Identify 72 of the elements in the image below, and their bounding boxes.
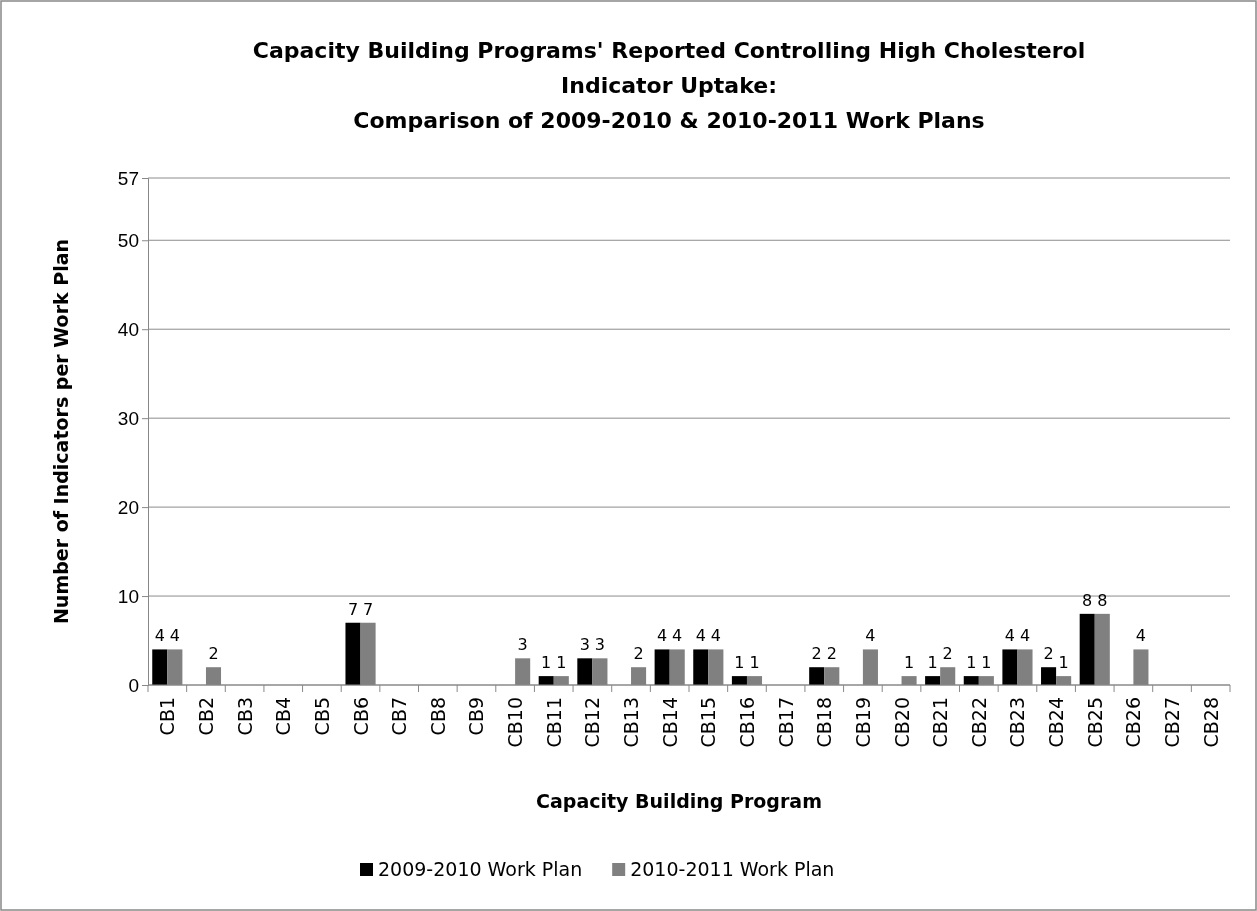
data-label: 2 xyxy=(942,644,953,664)
x-tick-label: CB10 xyxy=(504,697,527,748)
x-tick-label: CB17 xyxy=(774,697,797,748)
data-label: 3 xyxy=(579,635,590,655)
data-label: 1 xyxy=(903,653,915,673)
data-label: 4 xyxy=(1135,626,1147,646)
y-tick-label: 40 xyxy=(117,318,139,340)
data-label: 3 xyxy=(517,635,528,655)
x-tick-label: CB24 xyxy=(1045,697,1068,748)
data-label: 2 xyxy=(1043,644,1054,664)
data-label: 1 xyxy=(981,653,992,673)
x-tick-label: CB27 xyxy=(1161,697,1184,748)
x-tick-label: CB21 xyxy=(929,697,952,748)
y-axis-title: Number of Indicators per Work Plan xyxy=(50,238,72,625)
data-label: 4 xyxy=(672,626,683,646)
data-label: 1 xyxy=(541,653,552,673)
data-label: 4 xyxy=(710,626,721,646)
data-label: 1 xyxy=(734,653,745,673)
x-tick-label: CB14 xyxy=(658,697,681,748)
y-tick-label: 10 xyxy=(117,585,139,607)
data-label: 3 xyxy=(594,635,606,655)
data-label: 1 xyxy=(749,653,760,673)
y-tick-label: 57 xyxy=(117,167,139,189)
x-tick-label: CB6 xyxy=(349,697,372,736)
x-tick-label: CB8 xyxy=(426,697,449,736)
data-label: 1 xyxy=(556,653,567,673)
x-tick-label: CB1 xyxy=(156,697,179,736)
data-label: 4 xyxy=(1004,626,1016,646)
data-label: 1 xyxy=(927,653,938,673)
x-tick-label: CB19 xyxy=(851,697,874,748)
data-label: 4 xyxy=(657,626,668,646)
chart-title: Capacity Building Programs' Reported Controlling High Cholesterol Indicator Uptake: Comparison of 2009-2010 & 2010-2011 Work Plans xyxy=(252,38,1086,133)
x-axis-title: Capacity Building Program xyxy=(536,790,822,812)
x-tick-label: CB12 xyxy=(581,697,604,748)
x-tick-label: CB11 xyxy=(542,697,565,748)
data-label: 4 xyxy=(865,626,876,646)
legend-label: 2009-2010 Work Plan xyxy=(378,858,583,880)
x-tick-label: CB22 xyxy=(967,697,990,748)
data-label: 2 xyxy=(811,644,822,664)
x-tick-label: CB18 xyxy=(813,697,836,748)
data-label: 4 xyxy=(154,626,165,646)
y-tick-label: 50 xyxy=(117,229,139,251)
x-tick-label: CB23 xyxy=(1006,697,1029,748)
x-tick-label: CB25 xyxy=(1083,697,1106,748)
x-tick-label: CB13 xyxy=(620,697,643,748)
data-label: 4 xyxy=(695,626,706,646)
data-label: 8 xyxy=(1097,590,1108,610)
x-tick-label: CB4 xyxy=(272,697,295,736)
data-label: 8 xyxy=(1082,590,1093,610)
x-tick-label: CB9 xyxy=(465,697,488,736)
x-tick-label: CB26 xyxy=(1122,697,1145,748)
data-label: 2 xyxy=(633,644,644,664)
x-tick-label: CB3 xyxy=(233,697,256,736)
x-tick-label: CB28 xyxy=(1199,697,1222,748)
data-label: 4 xyxy=(1019,626,1031,646)
data-label: 7 xyxy=(362,599,374,619)
x-tick-label: CB15 xyxy=(697,697,720,748)
x-tick-label: CB5 xyxy=(310,697,333,736)
data-label: 2 xyxy=(208,644,219,664)
y-tick-label: 20 xyxy=(117,496,139,518)
data-label: 2 xyxy=(826,644,837,664)
data-label: 1 xyxy=(1058,653,1069,673)
data-label: 7 xyxy=(347,599,359,619)
data-label: 1 xyxy=(966,653,977,673)
legend-label: 2010-2011 Work Plan xyxy=(630,858,835,880)
y-tick-label: 30 xyxy=(117,407,139,429)
x-tick-label: CB16 xyxy=(735,697,758,748)
x-tick-label: CB7 xyxy=(388,697,411,736)
x-tick-label: CB20 xyxy=(890,697,913,748)
data-label: 4 xyxy=(169,626,180,646)
y-tick-label: 0 xyxy=(128,674,139,696)
x-tick-label: CB2 xyxy=(194,697,217,736)
